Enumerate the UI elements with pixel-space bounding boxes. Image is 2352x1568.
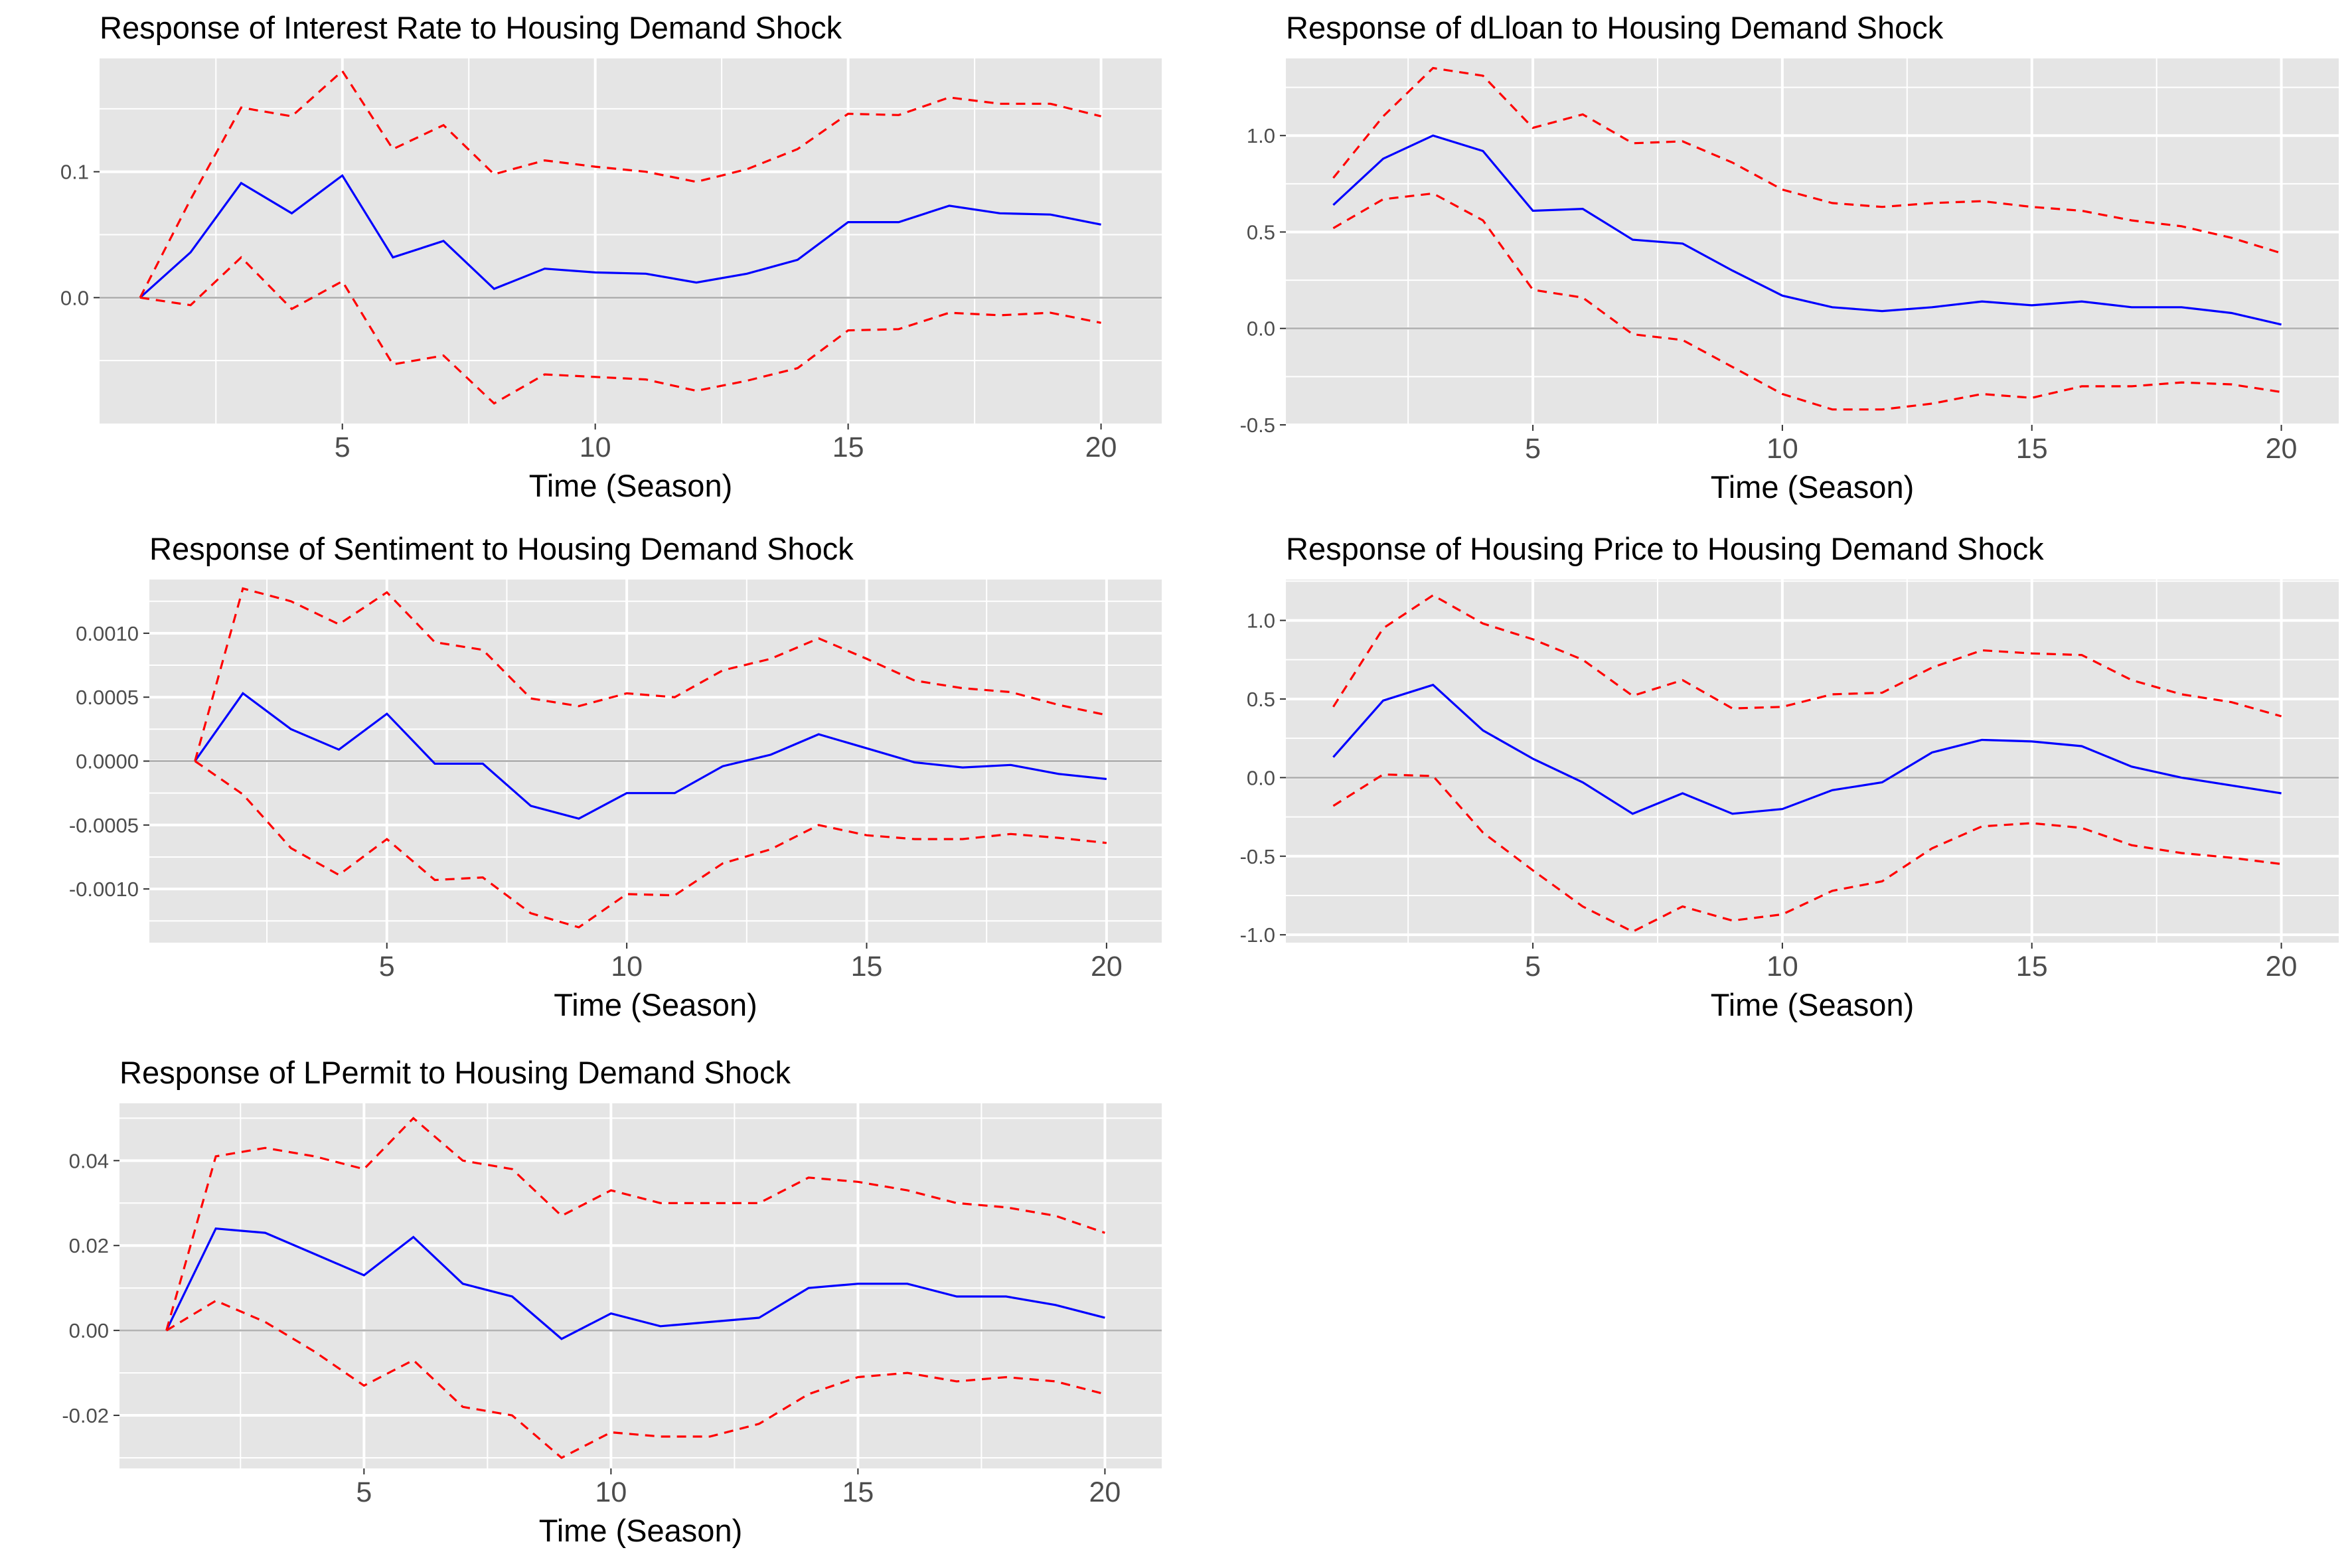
lower-band-line (1332, 773, 2282, 933)
chart-title: Response of Housing Price to Housing Dem… (1286, 531, 2044, 566)
x-tick-label: 10 (580, 431, 611, 463)
x-tick-label: 15 (832, 431, 864, 463)
x-tick-label: 15 (851, 951, 883, 982)
lower-band-line (139, 256, 1101, 405)
plot-background (119, 1103, 1162, 1468)
plot-background (1286, 58, 2339, 425)
y-tick-label: 0.0010 (76, 622, 139, 645)
chart-panel-4: Response of Housing Price to Housing Dem… (1240, 531, 2339, 1022)
response-line (139, 174, 1101, 299)
x-tick-label: 20 (1089, 1476, 1121, 1508)
response-line (1332, 134, 2282, 326)
x-tick-label: 10 (1766, 951, 1798, 982)
y-tick-label: -1.0 (1240, 923, 1275, 947)
y-tick-label: 0.0 (1247, 766, 1275, 789)
y-tick-label: -0.0010 (69, 878, 139, 901)
x-tick-label: 15 (2016, 951, 2048, 982)
lower-band-line (165, 1299, 1105, 1459)
chart-title: Response of Interest Rate to Housing Dem… (100, 10, 842, 45)
chart-panel-3: Response of Sentiment to Housing Demand … (69, 531, 1162, 1022)
x-tick-label: 15 (842, 1476, 874, 1508)
upper-band-line (1332, 593, 2282, 718)
y-tick-label: 0.0000 (76, 750, 139, 773)
lower-band-line (1332, 192, 2282, 411)
chart-title: Response of LPermit to Housing Demand Sh… (119, 1055, 791, 1090)
x-tick-label: 20 (1091, 951, 1123, 982)
upper-band-line (194, 587, 1107, 761)
upper-band-line (1332, 66, 2282, 254)
y-tick-label: 0.5 (1247, 688, 1275, 711)
x-tick-label: 20 (2266, 433, 2298, 465)
y-tick-label: 0.0005 (76, 686, 139, 709)
y-tick-label: 1.0 (1247, 124, 1275, 147)
chart-title: Response of dLloan to Housing Demand Sho… (1286, 10, 1944, 45)
y-tick-label: 0.02 (69, 1234, 109, 1257)
y-tick-label: 0.04 (69, 1149, 109, 1172)
y-tick-label: 0.00 (69, 1319, 109, 1342)
x-tick-label: 10 (595, 1476, 627, 1508)
y-tick-label: 0.0 (1247, 317, 1275, 341)
y-tick-label: -0.5 (1240, 845, 1275, 868)
y-tick-label: 0.0 (60, 286, 89, 309)
chart-panel-2: Response of dLloan to Housing Demand Sho… (1240, 10, 2339, 505)
response-line (165, 1227, 1105, 1340)
response-line (1332, 683, 2282, 815)
lower-band-line (194, 760, 1107, 929)
x-tick-label: 5 (1525, 433, 1541, 465)
y-tick-label: -0.0005 (69, 814, 139, 837)
x-axis-label: Time (Season) (529, 468, 732, 503)
plot-background (100, 58, 1162, 424)
y-tick-label: -0.5 (1240, 414, 1275, 437)
x-tick-label: 20 (2266, 951, 2298, 982)
x-tick-label: 20 (1085, 431, 1117, 463)
x-tick-label: 5 (1525, 951, 1541, 982)
chart-title: Response of Sentiment to Housing Demand … (149, 531, 854, 566)
x-tick-label: 10 (611, 951, 643, 982)
chart-panel-5: Response of LPermit to Housing Demand Sh… (62, 1055, 1162, 1548)
y-tick-label: 0.5 (1247, 220, 1275, 244)
upper-band-line (165, 1117, 1105, 1331)
x-tick-label: 5 (356, 1476, 372, 1508)
y-tick-label: 1.0 (1247, 609, 1275, 633)
y-tick-label: -0.02 (62, 1404, 109, 1427)
x-axis-label: Time (Season) (1711, 987, 1914, 1022)
x-axis-label: Time (Season) (539, 1513, 742, 1548)
x-tick-label: 5 (335, 431, 351, 463)
y-tick-label: 0.1 (60, 161, 89, 184)
x-axis-label: Time (Season) (1711, 469, 1914, 505)
upper-band-line (139, 69, 1101, 299)
x-tick-label: 15 (2016, 433, 2048, 465)
response-line (194, 692, 1107, 820)
plot-background (1286, 580, 2339, 943)
x-tick-label: 5 (379, 951, 395, 982)
chart-panel-1: Response of Interest Rate to Housing Dem… (60, 10, 1162, 503)
x-axis-label: Time (Season) (554, 987, 757, 1022)
x-tick-label: 10 (1766, 433, 1798, 465)
